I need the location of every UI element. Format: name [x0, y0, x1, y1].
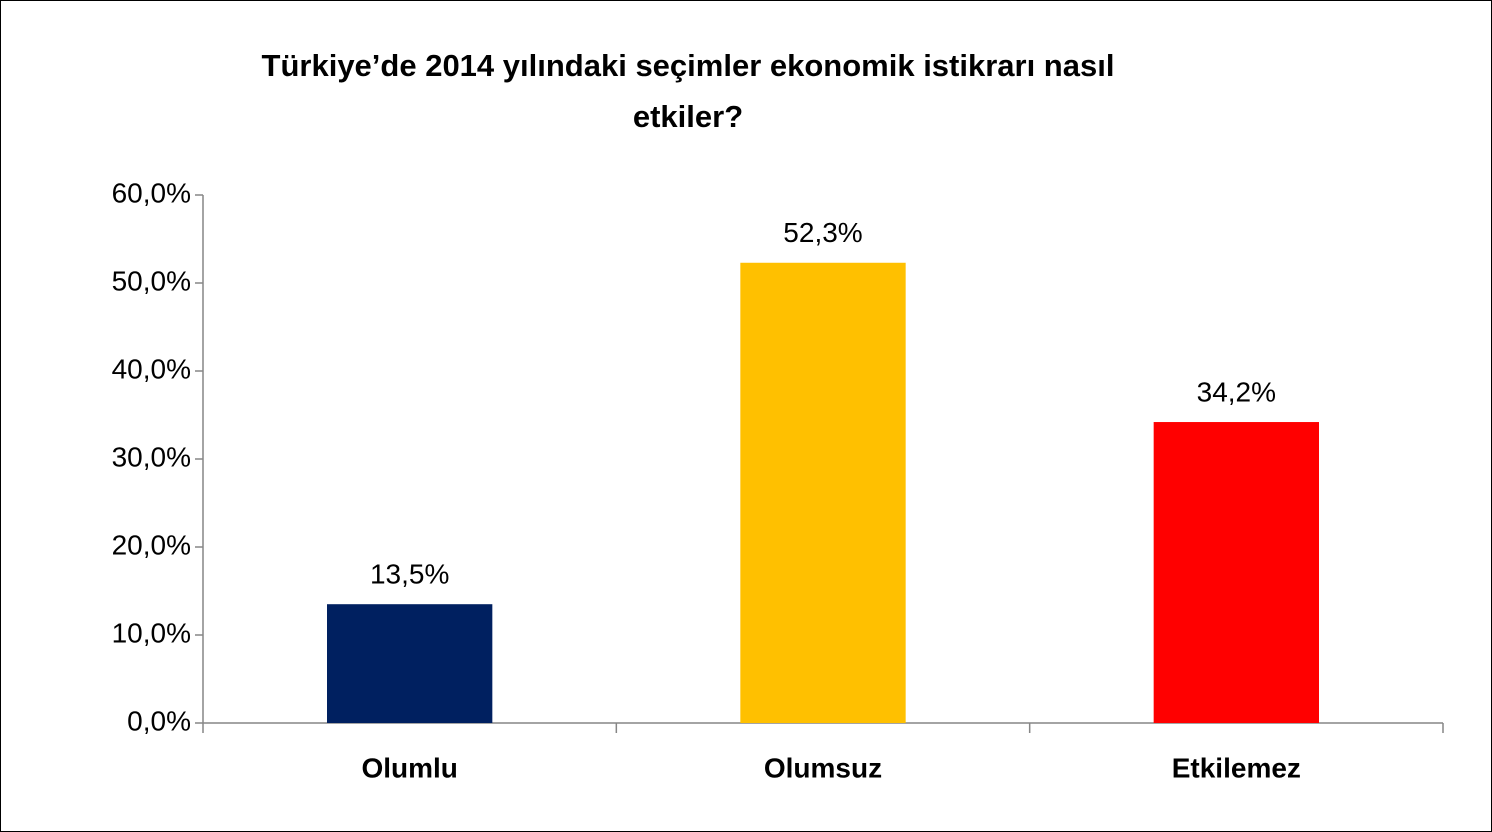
y-tick-label: 50,0%	[112, 265, 191, 296]
value-label: 13,5%	[370, 559, 449, 590]
value-label: 34,2%	[1197, 376, 1276, 407]
y-tick-label: 20,0%	[112, 529, 191, 560]
x-tick-label: Olumlu	[361, 752, 457, 783]
bar	[740, 262, 906, 723]
x-tick-label: Etkilemez	[1172, 752, 1301, 783]
chart-title: Türkiye’de 2014 yılındaki seçimler ekono…	[261, 48, 1115, 134]
y-tick-label: 10,0%	[112, 617, 191, 648]
y-tick-label: 30,0%	[112, 441, 191, 472]
y-tick-label: 40,0%	[112, 353, 191, 384]
value-label: 52,3%	[783, 217, 862, 248]
bar	[327, 604, 493, 723]
y-tick-label: 0,0%	[127, 705, 191, 736]
x-tick-label: Olumsuz	[764, 752, 882, 783]
bar	[1153, 422, 1319, 723]
y-tick-label: 60,0%	[112, 177, 191, 208]
